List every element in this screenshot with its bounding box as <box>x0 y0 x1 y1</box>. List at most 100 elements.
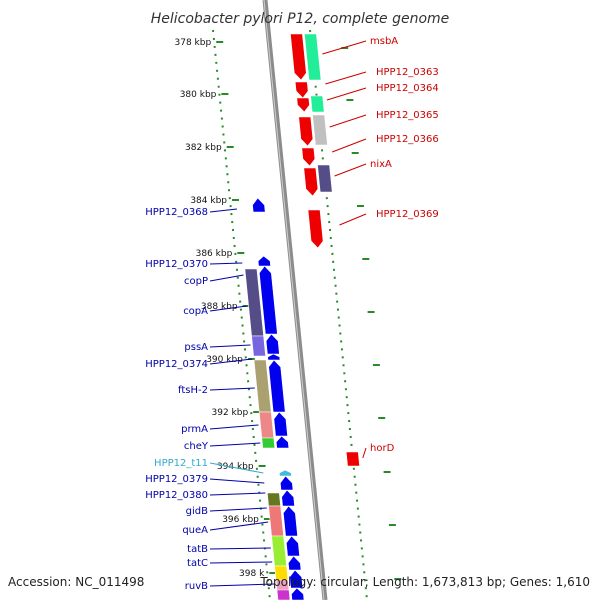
leader-line <box>209 442 261 447</box>
gene-label[interactable]: HPP12_0380 <box>145 490 208 501</box>
gene-feature[interactable] <box>291 587 305 600</box>
gene-feature[interactable] <box>317 164 333 193</box>
gene-feature[interactable] <box>268 505 284 537</box>
gene-label[interactable]: HPP12_0364 <box>376 83 439 94</box>
gene-feature[interactable] <box>294 81 309 99</box>
gene-feature[interactable] <box>287 555 302 571</box>
gene-feature[interactable] <box>266 492 281 507</box>
tick-label: 388 kbp <box>201 302 238 312</box>
gene-feature[interactable] <box>282 505 298 537</box>
gene-feature[interactable] <box>276 589 291 600</box>
gene-feature[interactable] <box>312 114 328 146</box>
gene-feature[interactable] <box>307 209 324 249</box>
leader-line <box>209 561 273 564</box>
gene-feature[interactable] <box>258 411 275 439</box>
trna-label[interactable]: HPP12_t11 <box>154 458 208 469</box>
gene-feature[interactable] <box>267 353 281 361</box>
leader-line <box>326 87 367 101</box>
gene-feature[interactable] <box>301 147 316 167</box>
gene-feature[interactable] <box>265 333 280 355</box>
gene-feature[interactable] <box>251 335 266 357</box>
gene-feature[interactable] <box>268 359 286 413</box>
leader-line <box>209 387 255 391</box>
gene-label[interactable]: HPP12_0370 <box>145 259 208 270</box>
gene-label[interactable]: HPP12_0374 <box>145 359 208 370</box>
leader-line <box>209 462 264 474</box>
leader-line <box>209 274 244 282</box>
gene-feature[interactable] <box>273 411 288 437</box>
gene-feature[interactable] <box>310 95 325 113</box>
gene-feature[interactable] <box>290 33 307 81</box>
gene-label[interactable]: cheY <box>184 441 209 452</box>
label-leader-lines <box>209 40 367 587</box>
gene-labels: msbA HPP12_0363 HPP12_0364 HPP12_0365 HPP12_… <box>145 36 439 592</box>
gene-feature[interactable] <box>279 475 294 491</box>
gene-label[interactable]: copA <box>183 306 208 317</box>
gene-feature[interactable] <box>304 33 322 81</box>
leader-line <box>362 447 367 459</box>
gene-feature[interactable] <box>345 451 360 467</box>
tick-label: 394 kbp <box>217 462 254 472</box>
backbone-highlight <box>263 0 325 600</box>
gene-label[interactable]: nixA <box>370 159 392 170</box>
gene-feature[interactable] <box>303 167 319 197</box>
tick-label: 398 k <box>239 569 265 579</box>
gene-feature[interactable] <box>257 255 271 267</box>
genome-summary-text: Topology: circular; Length: 1,673,813 bp… <box>259 575 590 589</box>
bp-ticks: 378 kbp 380 kbp 382 kbp 384 kbp 386 kbp 388 k… <box>175 38 402 580</box>
gene-label[interactable]: HPP12_0368 <box>145 207 208 218</box>
gene-feature[interactable] <box>261 437 276 449</box>
gene-label[interactable]: HPP12_0379 <box>145 474 208 485</box>
leader-line <box>334 163 367 177</box>
gene-label[interactable]: ruvB <box>185 581 208 592</box>
tick-label: 378 kbp <box>175 38 212 48</box>
leader-line <box>209 208 237 213</box>
genome-backbone <box>262 0 328 600</box>
gene-label[interactable]: HPP12_0366 <box>376 134 439 145</box>
leader-line <box>209 521 269 531</box>
accession-text: Accession: NC_011498 <box>8 575 144 589</box>
gene-label[interactable]: pssA <box>184 342 208 353</box>
leader-line <box>209 424 259 430</box>
gene-label[interactable]: msbA <box>370 36 398 47</box>
gene-feature[interactable] <box>278 469 292 477</box>
gene-label[interactable]: HPP12_0365 <box>376 110 439 121</box>
leader-line <box>209 305 247 312</box>
leader-line <box>209 358 252 365</box>
leader-line <box>329 114 367 128</box>
leader-line <box>209 478 265 484</box>
gene-feature[interactable] <box>281 489 295 507</box>
gene-label[interactable]: horD <box>370 443 395 454</box>
gene-feature[interactable] <box>296 97 310 113</box>
gene-label[interactable]: gidB <box>186 506 208 517</box>
gene-features <box>244 33 360 600</box>
leader-line <box>332 138 367 153</box>
tick-label: 392 kbp <box>212 408 249 418</box>
gene-label[interactable]: tatC <box>187 558 208 569</box>
gene-label[interactable]: HPP12_0363 <box>376 67 439 78</box>
leader-line <box>209 262 243 265</box>
tick-label: 382 kbp <box>185 143 222 153</box>
tick-label: 390 kbp <box>206 355 243 365</box>
leader-line <box>209 492 266 496</box>
gene-feature[interactable] <box>275 435 290 449</box>
gene-feature[interactable] <box>298 116 314 147</box>
gene-label[interactable]: tatB <box>187 544 208 555</box>
gene-label[interactable]: HPP12_0369 <box>376 209 439 220</box>
map-title: Helicobacter pylori P12, complete genome <box>151 11 450 27</box>
gene-feature[interactable] <box>271 535 287 567</box>
gene-feature[interactable] <box>252 197 266 213</box>
leader-line <box>209 344 251 348</box>
gene-label[interactable]: queA <box>182 525 208 536</box>
leader-line <box>339 213 367 226</box>
gene-label[interactable]: copP <box>184 276 208 287</box>
leader-line <box>209 507 267 512</box>
backbone-line <box>262 0 328 600</box>
gene-label[interactable]: ftsH-2 <box>178 385 208 396</box>
leader-line <box>325 71 367 85</box>
gene-feature[interactable] <box>285 535 300 557</box>
tick-label: 396 kbp <box>222 515 259 525</box>
gene-label[interactable]: prmA <box>181 424 208 435</box>
